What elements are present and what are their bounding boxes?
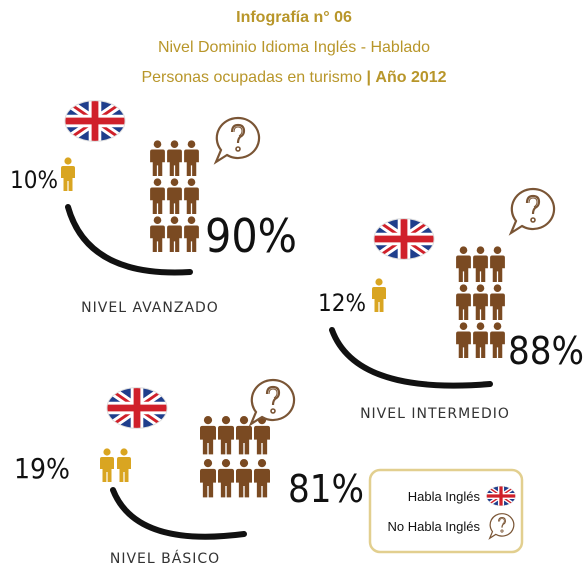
not-speaks-pct: 88% [508,329,584,373]
people-grid [200,416,270,498]
people-grid [150,140,199,252]
speaks-pct: 12% [318,289,366,317]
person-not-speaks [473,246,488,282]
year: Año 2012 [375,69,446,86]
arc [329,327,493,389]
person-not-speaks [184,140,199,176]
level-avanzado: 10% 90% NIVEL AVANZADO [10,100,297,316]
separator: | [366,69,370,86]
person-not-speaks [167,178,182,214]
flag [373,218,435,261]
person-not-speaks [456,246,471,282]
subtitle: Personas ocupadas en turismo | Año 2012 [141,69,446,86]
person-not-speaks [184,178,199,214]
legend-item: No Habla Inglés [388,519,481,534]
bubble [249,378,296,426]
flag [64,100,126,143]
not-speaks-pct: 81% [288,467,364,511]
person-not-speaks [254,459,270,498]
subtitle-text: Personas ocupadas en turismo [141,69,362,86]
title: Infografía n° 06 [236,9,352,26]
person-not-speaks [184,216,199,252]
person-not-speaks [456,322,471,358]
bubble [509,187,556,235]
legend-item: Habla Inglés [408,489,481,504]
person-not-speaks [150,216,165,252]
person-not-speaks [473,322,488,358]
person-not-speaks [150,140,165,176]
person-not-speaks [490,322,505,358]
arc [110,487,247,540]
person-not-speaks [236,459,252,498]
arc [65,204,193,276]
person-not-speaks [456,284,471,320]
bubble [214,116,261,164]
person-not-speaks [167,140,182,176]
flag [106,387,168,430]
person-not-speaks [490,246,505,282]
person-not-speaks [490,284,505,320]
legend: Habla Inglés No Habla Inglés [368,468,524,554]
level-label: NIVEL AVANZADO [81,300,219,316]
person-not-speaks [167,216,182,252]
level-label: NIVEL BÁSICO [110,550,220,567]
person-speaks [117,448,131,482]
legend-box [368,468,524,554]
person-not-speaks [218,416,234,455]
speaks-pct: 10% [10,166,58,194]
person-not-speaks [473,284,488,320]
subtitle: Nivel Dominio Idioma Inglés - Hablado [158,39,430,56]
people-grid [456,246,505,358]
person-speaks [61,157,75,191]
level-label: NIVEL INTERMEDIO [360,406,510,422]
person-not-speaks [218,459,234,498]
person-speaks [100,448,114,482]
person-speaks [372,278,386,312]
person-not-speaks [200,459,216,498]
speaks-pct: 19% [14,452,70,485]
person-not-speaks [150,178,165,214]
not-speaks-pct: 90% [205,209,297,263]
person-not-speaks [236,416,252,455]
level-intermedio: 12% 88% NIVEL INTERMEDIO [318,187,584,422]
level-basico: 19% 81% NIVEL BÁSICO [14,378,364,567]
person-not-speaks [200,416,216,455]
